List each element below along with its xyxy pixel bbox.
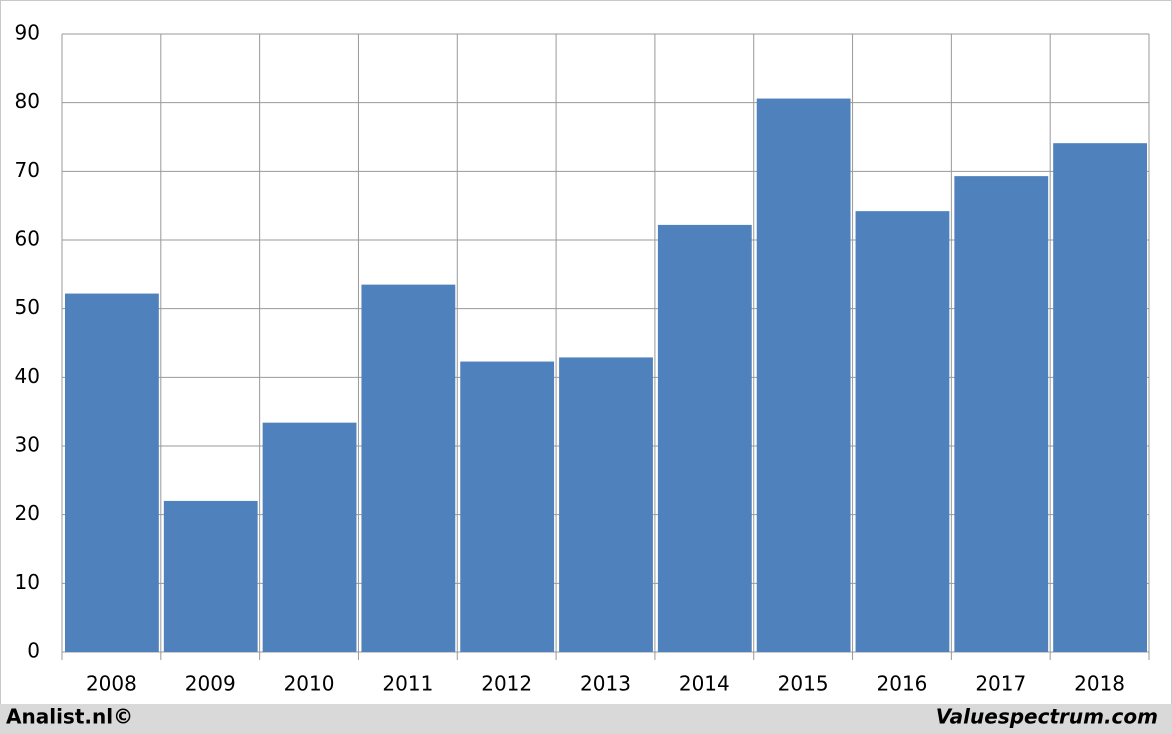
bar [756, 98, 851, 652]
x-tick-label: 2015 [778, 672, 829, 696]
credit-left: Analist.nl© [6, 705, 133, 729]
y-tick-label: 60 [15, 227, 40, 251]
y-tick-label: 40 [15, 364, 40, 388]
y-tick-label: 0 [27, 639, 40, 663]
x-tick-label: 2017 [975, 672, 1026, 696]
x-tick-label: 2010 [284, 672, 335, 696]
x-tick-label: 2013 [580, 672, 631, 696]
x-tick-label: 2011 [382, 672, 433, 696]
x-tick-label: 2014 [679, 672, 730, 696]
x-tick-label: 2012 [481, 672, 532, 696]
x-tick-label: 2009 [185, 672, 236, 696]
bar [65, 293, 159, 652]
bar [1053, 143, 1147, 652]
bar [954, 176, 1049, 652]
bar [657, 224, 752, 653]
bar [855, 211, 950, 652]
bar [262, 422, 357, 652]
bar [361, 284, 456, 652]
y-tick-label: 70 [15, 158, 40, 182]
bar [559, 357, 653, 652]
bar [163, 500, 258, 652]
y-tick-label: 90 [15, 21, 40, 45]
x-tick-label: 2016 [877, 672, 928, 696]
x-tick-label: 2018 [1074, 672, 1125, 696]
credit-right: Valuespectrum.com [936, 705, 1158, 729]
y-tick-label: 20 [15, 501, 40, 525]
footer-band [0, 704, 1172, 734]
y-tick-label: 30 [15, 433, 40, 457]
y-tick-label: 80 [15, 89, 40, 113]
x-tick-label: 2008 [86, 672, 137, 696]
y-tick-label: 50 [15, 295, 40, 319]
bar [460, 361, 555, 652]
y-tick-label: 10 [15, 570, 40, 594]
